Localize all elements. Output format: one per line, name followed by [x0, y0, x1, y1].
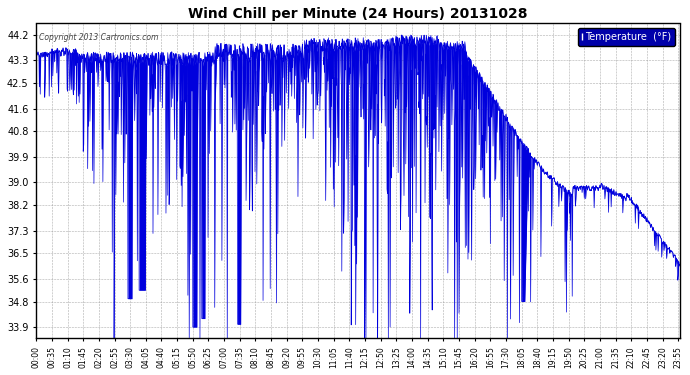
Title: Wind Chill per Minute (24 Hours) 20131028: Wind Chill per Minute (24 Hours) 2013102…	[188, 7, 528, 21]
Text: Copyright 2013 Cartronics.com: Copyright 2013 Cartronics.com	[39, 33, 159, 42]
Legend: Temperature  (°F): Temperature (°F)	[578, 28, 676, 46]
